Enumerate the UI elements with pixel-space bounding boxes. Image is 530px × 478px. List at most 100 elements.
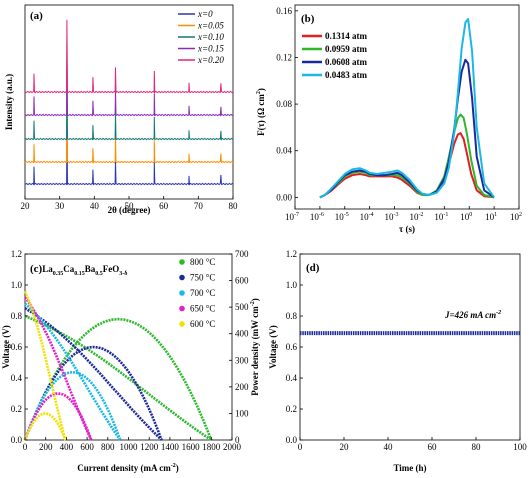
xrd-series-line [24,66,234,141]
panel-d: (d) 0 20 40 60 80 100 0.0 0.2 0.4 0.6 0.8 1.0 1.2 J=… [268,249,527,473]
power-curve [23,345,163,441]
y2-tick-label: 400 [235,329,249,339]
panel-a: (a) 20 30 40 50 60 70 80 x=0 x=0.05x=0.10 x=0.15… [4,4,239,215]
y-tick-label: 1.0 [11,280,23,290]
x-tick-label: 1800 [202,442,221,452]
x-tick-label: 10-1 [434,212,448,222]
panel-d-frame [299,253,521,441]
x-tick-label: 100 [460,212,472,222]
y-tick-label: 0.8 [286,311,298,321]
y2-tick-label: 500 [235,302,249,312]
xrd-series-line [24,19,234,94]
y-tick-label: 0.08 [276,99,292,109]
voltage-curve [24,307,163,441]
panel-c-xlabel: Current density (mA cm-2) [77,463,179,473]
legend-marker [179,274,185,281]
x-tick-label: 0 [298,442,303,452]
x-tick-label: 1000 [120,442,139,452]
legend-entry: 0.0608 atm [325,57,367,67]
x-tick-label: 10-5 [335,212,349,222]
panel-b-frame [294,4,520,210]
power-curve [23,370,122,441]
x-tick-label: 400 [60,442,74,452]
y2-tick-label: 100 [235,408,249,418]
y-tick-label: 0.4 [286,373,298,383]
y-tick-label: 1.0 [286,280,298,290]
y-tick-label: 0.8 [11,311,23,321]
x-tick-label: 80 [472,442,482,452]
legend-entry: x=0.10 [197,32,224,42]
y-tick-label: 0.12 [276,52,292,62]
legend-entry: 650 °C [190,304,215,314]
y2-tick-label: 700 [235,249,249,259]
x-tick-label: 20 [21,201,31,211]
x-tick-label: 40 [90,201,100,211]
y-tick-label: 0.4 [11,373,23,383]
legend-entry: x=0 [197,9,213,19]
y2-tick-label: 600 [235,276,249,286]
y-tick-label: 0.0 [286,435,298,445]
power-curve [23,412,67,441]
panel-b-ylabel: F(τ) (Ω cm2) [256,88,266,136]
panel-a-xlabel: 2θ (degree) [108,205,151,215]
x-tick-label: 10-2 [409,212,423,222]
panel-d-label: (d) [306,262,320,274]
legend-entry: 600 °C [190,319,215,329]
legend-entry: 0.0959 atm [325,44,367,54]
legend-entry: x=0.15 [197,44,224,54]
x-tick-label: 60 [159,201,169,211]
x-tick-label: 1600 [182,442,201,452]
panel-c-ylabel: Voltage (V) [1,325,11,368]
panel-d-ylabel: Voltage (V) [268,325,278,368]
panel-d-annotation: J=426 mA cm-2 [444,310,501,320]
x-tick-label: 100 [513,442,527,452]
y-tick-label: 0.16 [276,6,292,16]
x-tick-label: 50 [125,201,135,211]
y2-tick-label: 300 [235,355,249,365]
x-tick-label: 0 [23,442,28,452]
y2-tick-label: 0 [235,435,240,445]
legend-marker [179,290,185,296]
legend-entry: 800 °C [190,257,215,267]
y-tick-label: 0.0 [11,435,23,445]
legend-marker [179,321,185,327]
voltage-curve [24,314,213,442]
x-tick-label: 80 [229,201,239,211]
legend-entry: 0.1314 atm [325,31,367,41]
voltage-curve [24,302,122,441]
y-tick-label: 0.2 [286,404,297,414]
x-tick-label: 10-7 [285,212,299,222]
y-tick-label: 1.2 [11,249,22,259]
legend-entry: 700 °C [190,288,215,298]
y2-tick-label: 200 [235,382,249,392]
panel-d-xlabel: Time (h) [393,463,426,473]
legend-entry: 750 °C [190,273,215,283]
x-tick-label: 1200 [140,442,159,452]
x-tick-label: 40 [384,442,394,452]
panel-c: (c)La0.35Ca0.15Ba0.5FeO3-δ 0 200 400 600 800… [1,249,260,473]
x-tick-label: 10-3 [385,212,399,222]
power-curve [23,392,93,441]
voltage-curve [23,290,67,441]
x-tick-label: 1400 [161,442,180,452]
panel-c-ylabel2: Power density (mW cm-2) [250,298,260,395]
x-tick-label: 30 [55,201,65,211]
legend-entry: x=0.05 [197,21,224,31]
x-tick-label: 60 [428,442,438,452]
legend-entry: x=0.20 [197,55,224,65]
y-tick-label: 0.6 [286,342,298,352]
panel-a-ylabel: Intensity (a.u.) [4,74,14,130]
x-tick-label: 600 [80,442,94,452]
x-tick-label: 102 [510,212,522,222]
x-tick-label: 101 [485,212,497,222]
x-tick-label: 10-4 [360,212,374,222]
drt-series-line [319,18,495,199]
legend-entry: 0.0483 atm [325,70,367,80]
xrd-series-line [24,112,234,186]
legend-marker [179,259,185,265]
xrd-series-line [24,90,234,164]
x-tick-label: 800 [101,442,115,452]
y-tick-label: 0.2 [11,404,22,414]
panel-b-label: (b) [301,13,315,25]
x-tick-label: 20 [340,442,350,452]
